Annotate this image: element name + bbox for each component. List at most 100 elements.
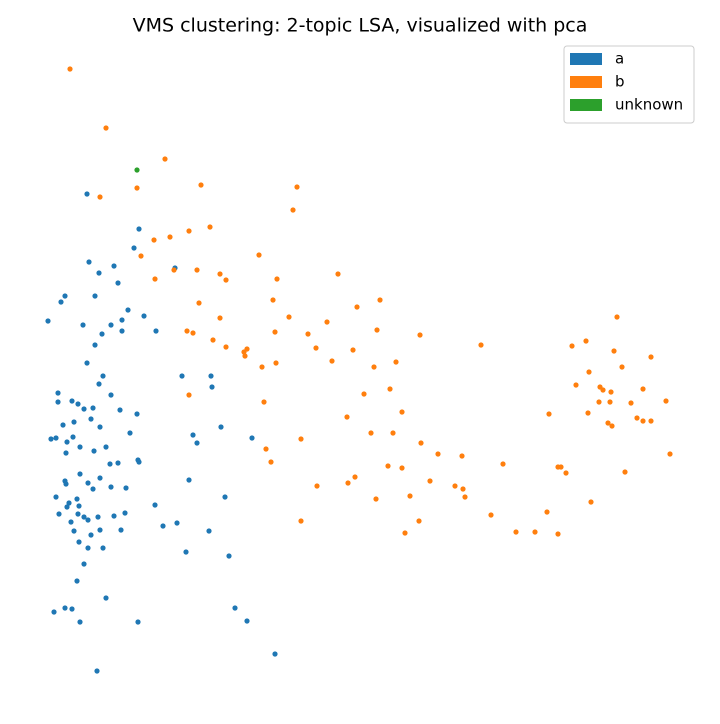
point — [171, 267, 177, 273]
point — [605, 420, 611, 426]
point — [462, 494, 468, 500]
point — [350, 347, 356, 353]
point — [81, 406, 87, 412]
point — [399, 409, 405, 415]
point — [85, 517, 91, 523]
point — [103, 125, 109, 131]
point — [402, 530, 408, 536]
point — [634, 415, 640, 421]
point — [97, 475, 103, 481]
point — [153, 328, 159, 334]
point — [314, 483, 320, 489]
point — [226, 553, 232, 559]
point — [58, 299, 64, 305]
point — [51, 609, 57, 615]
point — [108, 392, 114, 398]
point — [272, 651, 278, 657]
point — [586, 369, 592, 375]
point — [127, 430, 133, 436]
point — [76, 503, 82, 509]
point — [600, 387, 606, 393]
legend-label: unknown — [615, 96, 683, 114]
point — [614, 314, 620, 320]
point — [242, 353, 248, 359]
point — [223, 277, 229, 283]
point — [608, 389, 614, 395]
point — [583, 338, 589, 344]
point — [270, 297, 276, 303]
point — [183, 549, 189, 555]
point — [115, 460, 121, 466]
point — [111, 263, 117, 269]
point — [64, 504, 70, 510]
point — [194, 267, 200, 273]
point — [134, 185, 140, 191]
point — [125, 307, 131, 313]
point — [368, 430, 374, 436]
point — [399, 465, 405, 471]
point — [91, 448, 97, 454]
point — [305, 331, 311, 337]
point — [108, 322, 114, 328]
point — [648, 418, 654, 424]
point — [97, 527, 103, 533]
point — [56, 511, 62, 517]
point — [69, 398, 75, 404]
point — [223, 344, 229, 350]
point — [117, 407, 123, 413]
point — [609, 423, 615, 429]
legend-label: a — [615, 50, 624, 68]
point — [84, 360, 90, 366]
point — [123, 485, 129, 491]
point — [585, 410, 591, 416]
legend-swatch — [570, 76, 602, 88]
point — [354, 304, 360, 310]
point — [60, 422, 66, 428]
point — [667, 451, 673, 457]
point — [407, 493, 413, 499]
point — [459, 453, 465, 459]
point — [71, 528, 77, 534]
point — [198, 182, 204, 188]
point — [77, 444, 83, 450]
point — [97, 424, 103, 430]
point — [88, 532, 94, 538]
point — [63, 481, 69, 487]
point — [263, 446, 269, 452]
point — [194, 440, 200, 446]
point — [286, 314, 292, 320]
point — [100, 373, 106, 379]
point — [55, 399, 61, 405]
point — [417, 332, 423, 338]
point — [259, 364, 265, 370]
point — [62, 293, 68, 299]
point — [64, 439, 70, 445]
point — [569, 343, 575, 349]
point — [393, 359, 399, 365]
point — [532, 529, 538, 535]
point — [361, 391, 367, 397]
point — [478, 342, 484, 348]
point — [88, 416, 94, 422]
point — [373, 496, 379, 502]
point — [387, 386, 393, 392]
point — [190, 330, 196, 336]
point — [92, 342, 98, 348]
point — [249, 435, 255, 441]
point — [160, 523, 166, 529]
point — [74, 496, 80, 502]
point — [640, 386, 646, 392]
point — [70, 434, 76, 440]
point — [261, 399, 267, 405]
point — [99, 331, 105, 337]
point — [209, 384, 215, 390]
point — [371, 364, 377, 370]
point — [272, 329, 278, 335]
point — [217, 315, 223, 321]
chart-title: VMS clustering: 2-topic LSA, visualized … — [133, 15, 588, 37]
point — [151, 237, 157, 243]
point — [184, 328, 190, 334]
point — [607, 399, 613, 405]
point — [75, 511, 81, 517]
